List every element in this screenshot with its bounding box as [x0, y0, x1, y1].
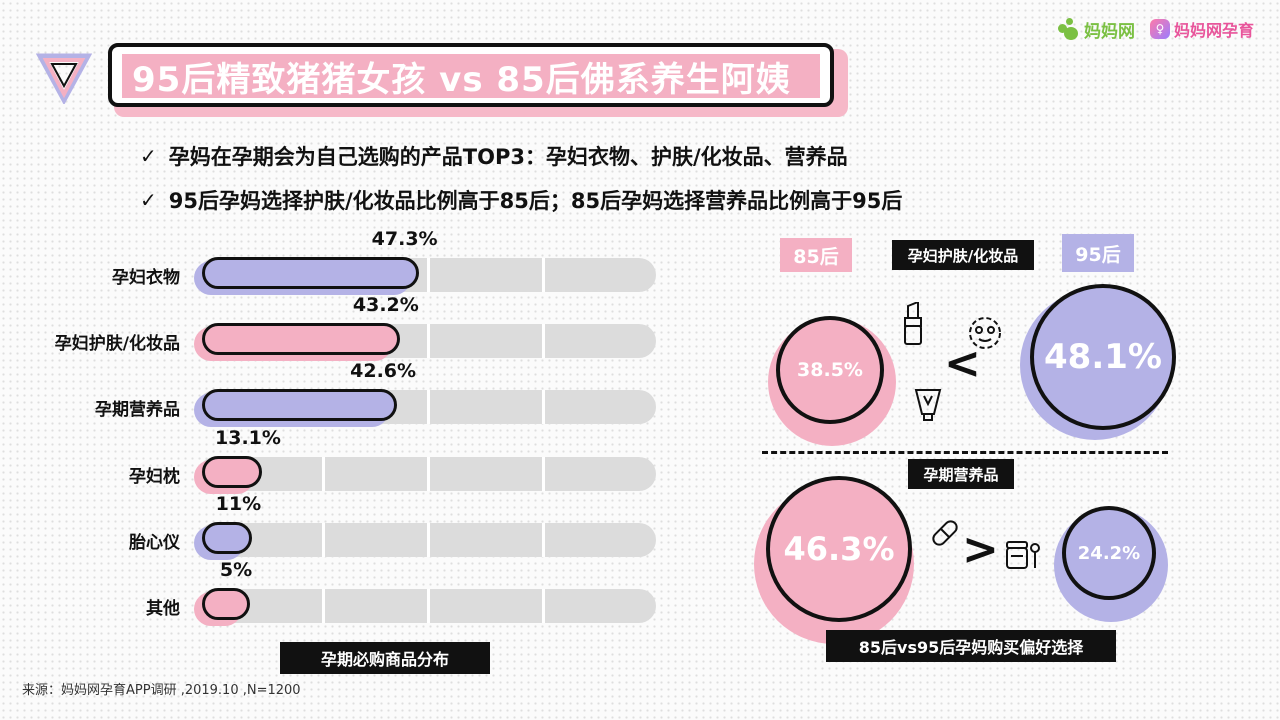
- section-divider: [762, 451, 1168, 454]
- bar: [202, 588, 250, 620]
- source-note: 来源：妈妈网孕育APP调研 ,2019.10 ,N=1200: [22, 683, 301, 698]
- bullet-text-2: 95后孕妈选择护肤/化妆品比例高于85后；85后孕妈选择营养品比例高于95后: [168, 189, 903, 213]
- bar-track-divider: [427, 390, 430, 425]
- skincare-panel-label: 孕妇护肤/化妆品: [892, 240, 1034, 270]
- bar-track-divider: [321, 456, 325, 491]
- supplement-jar-icon: [1006, 541, 1040, 569]
- value-95-nutrition: 24.2%: [1077, 542, 1141, 564]
- value-85-nutrition: 46.3%: [783, 530, 895, 568]
- bar-category-label: 孕妇护肤/化妆品: [54, 334, 180, 355]
- bullet-point-2: ✓ 95后孕妈选择护肤/化妆品比例高于85后；85后孕妈选择营养品比例高于95后: [140, 185, 902, 215]
- bar-track-divider: [541, 589, 545, 623]
- bar: [202, 521, 253, 554]
- less-than-symbol: <: [944, 338, 981, 389]
- bar-track-divider: [321, 589, 325, 623]
- bar-track-divider: [541, 456, 545, 491]
- bar-value-label: 43.2%: [352, 294, 419, 317]
- bar-category-label: 胎心仪: [129, 532, 180, 553]
- bar-track-divider: [427, 324, 430, 359]
- bar-category-label: 孕妇枕: [129, 466, 180, 487]
- nutrition-panel-label: 孕期营养品: [908, 459, 1014, 489]
- bar-value-label: 5%: [219, 559, 253, 581]
- bar-track-divider: [541, 258, 545, 292]
- comparison-title: 85后vs95后孕妈购买偏好选择: [826, 630, 1116, 662]
- circle-95-nutrition: 24.2%: [1062, 506, 1156, 600]
- face-mask-icon: [969, 317, 1001, 349]
- bar-value-label: 13.1%: [215, 426, 281, 449]
- bar: [202, 257, 419, 289]
- bar-track-divider: [427, 258, 430, 292]
- logo-text-yunyu: 妈妈网孕育: [1174, 21, 1255, 40]
- bar-value-label: 11%: [215, 492, 262, 515]
- cream-tube-icon: [914, 389, 942, 421]
- yunyu-logo-icon: ♀: [1150, 19, 1170, 39]
- circle-85-nutrition: 46.3%: [766, 476, 912, 622]
- bar-category-label: 孕期营养品: [95, 400, 180, 421]
- bar-track-divider: [541, 390, 545, 425]
- bullet-text-1: 孕妈在孕期会为自己选购的产品TOP3：孕妇衣物、护肤/化妆品、营养品: [168, 145, 848, 169]
- bar-value-label: 47.3%: [371, 228, 438, 250]
- bar-track-divider: [321, 522, 325, 557]
- bar-track: [198, 456, 656, 491]
- pill-capsule-icon: [932, 520, 958, 546]
- check-icon: ✓: [140, 188, 157, 212]
- group-85-label: 85后: [780, 238, 852, 272]
- bar-track-divider: [541, 522, 545, 557]
- bar-category-label: 孕妇衣物: [112, 268, 180, 288]
- bar-track-divider: [427, 589, 430, 623]
- bar-track: [198, 589, 656, 623]
- bar-track-divider: [427, 456, 430, 491]
- page-title: 95后精致猪猪女孩 vs 85后佛系养生阿姨: [132, 59, 791, 100]
- circle-85-skincare: 38.5%: [776, 316, 884, 424]
- circle-95-skincare: 48.1%: [1030, 284, 1176, 430]
- mamawang-yunyu-logo: ♀ 妈妈网孕育: [1150, 16, 1254, 42]
- greater-than-symbol: >: [962, 524, 999, 575]
- value-85-skincare: 38.5%: [797, 359, 863, 381]
- logo-text-mamawang: 妈妈网: [1084, 21, 1135, 42]
- title-banner: 95后精致猪猪女孩 vs 85后佛系养生阿姨: [122, 54, 820, 100]
- bullet-point-1: ✓ 孕妈在孕期会为自己选购的产品TOP3：孕妇衣物、护肤/化妆品、营养品: [140, 141, 848, 171]
- mamawang-logo-icon: [1058, 18, 1080, 40]
- check-icon: ✓: [140, 144, 157, 168]
- value-95-skincare: 48.1%: [1044, 337, 1162, 377]
- triangle-decoration-icon: [36, 53, 92, 104]
- bar-track: [198, 522, 656, 557]
- lipstick-icon: [904, 302, 922, 345]
- bar-track-divider: [541, 324, 545, 359]
- bar-value-label: 42.6%: [350, 360, 417, 383]
- bar-category-label: 其他: [146, 599, 180, 619]
- bar: [202, 455, 262, 488]
- bar: [202, 389, 398, 422]
- mamawang-logo: 妈妈网: [1058, 16, 1135, 42]
- bar-track-divider: [427, 522, 430, 557]
- bar-chart-title: 孕期必购商品分布: [280, 642, 490, 674]
- group-95-label: 95后: [1062, 234, 1134, 272]
- must-buy-bar-chart: 孕妇衣物 47.3% 孕妇护肤/化妆品 43.2% 孕期营养品 42.6% 孕妇枕 13.1%…: [54, 228, 656, 626]
- bar: [202, 323, 400, 356]
